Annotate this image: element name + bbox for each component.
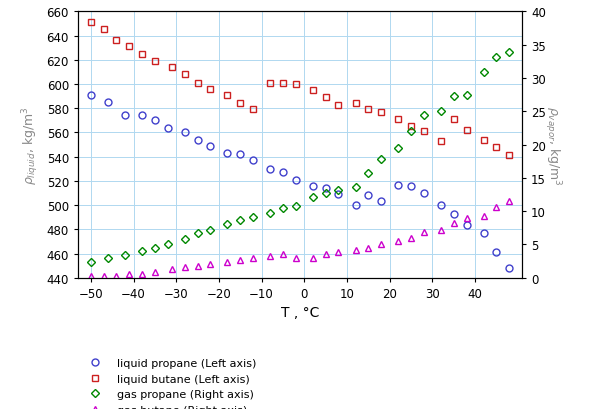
Y-axis label: $\rho_{liquid}$, kg/m$^3$: $\rho_{liquid}$, kg/m$^3$ [20, 106, 41, 184]
Y-axis label: $\rho_{vapor}$, kg/m$^3$: $\rho_{vapor}$, kg/m$^3$ [542, 106, 563, 185]
Legend: liquid propane (Left axis), liquid butane (Left axis), gas propane (Right axis),: liquid propane (Left axis), liquid butan… [83, 358, 256, 409]
X-axis label: T , °C: T , °C [281, 306, 319, 319]
